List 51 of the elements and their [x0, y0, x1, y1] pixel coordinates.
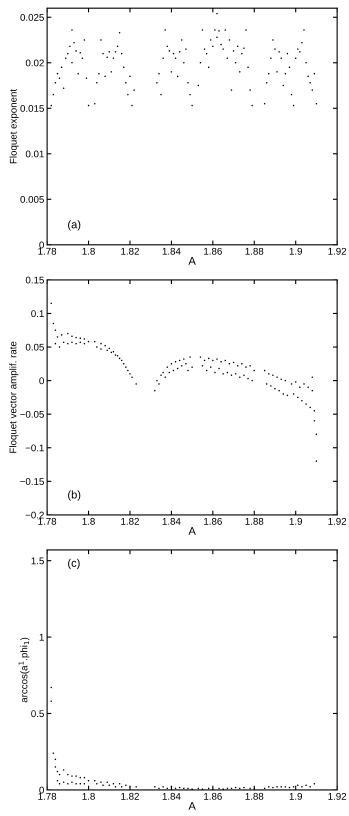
y-tick-label: 0.5	[31, 710, 44, 718]
x-tick-label: 1.84	[162, 518, 181, 525]
annotation: (c)	[68, 558, 80, 570]
x-axis-title: A	[188, 527, 196, 535]
y-tick-label: 0.02	[26, 60, 44, 66]
y-tick-label: 0	[39, 242, 44, 248]
y-tick-label: 0.015	[20, 105, 44, 112]
x-tick-label: 1.84	[162, 248, 181, 255]
x-axis-title: A	[188, 802, 196, 810]
x-tick-label: 1.78	[38, 792, 56, 800]
x-tick-label: 1.92	[328, 792, 346, 800]
x-tick-label: 1.9	[290, 518, 302, 525]
y-axis-title: arccos(a$^{1}$.phi$_{1}$)	[18, 638, 30, 702]
x-tick-label: 1.8	[82, 792, 95, 800]
x-tick-label: 1.8	[82, 248, 95, 255]
x-tick-label: 1.82	[121, 518, 139, 525]
x-tick-label: 1.8	[82, 518, 95, 525]
x-tick-label: 1.88	[246, 248, 264, 255]
y-tick-label: 0.01	[26, 150, 44, 158]
annotation: (b)	[68, 490, 80, 501]
y-tick-label: 0	[39, 786, 44, 794]
x-tick-label: 1.84	[162, 792, 181, 800]
x-tick-label: 1.86	[204, 248, 222, 255]
x-axis-title: A	[188, 257, 196, 265]
x-tick-label: 1.88	[246, 518, 264, 525]
y-axis-title: Floquet exponent	[10, 88, 19, 164]
x-tick-label: 1.78	[38, 248, 56, 255]
y-tick-label: 0.025	[20, 14, 44, 21]
x-tick-label: 1.92	[328, 518, 346, 525]
x-tick-label: 1.88	[246, 792, 264, 800]
y-tick-label: −0.1	[26, 444, 44, 452]
x-tick-label: 1.82	[121, 792, 139, 800]
x-tick-label: 1.9	[290, 792, 302, 800]
y-tick-label: −0.05	[20, 410, 44, 418]
x-tick-label: 1.86	[204, 518, 222, 525]
y-tick-label: 0.15	[26, 276, 44, 284]
y-tick-label: 1.5	[32, 558, 44, 564]
y-tick-label: 0.005	[20, 196, 44, 203]
x-tick-label: 1.9	[290, 248, 302, 255]
y-tick-label: −0.15	[20, 478, 44, 485]
x-tick-label: 1.92	[328, 248, 346, 255]
y-tick-label: 0.05	[26, 344, 44, 351]
annotation: (a)	[68, 220, 80, 231]
y-tick-label: −0.2	[26, 512, 44, 519]
x-tick-label: 1.78	[38, 518, 56, 525]
x-tick-label: 1.86	[204, 792, 222, 800]
x-tick-label: 1.82	[121, 248, 139, 255]
y-tick-label: 0.1	[31, 310, 44, 318]
y-tick-label: 1	[40, 634, 44, 641]
y-axis-title: Floquet vector amplif. rate	[9, 342, 18, 453]
y-tick-label: 0	[39, 377, 44, 384]
